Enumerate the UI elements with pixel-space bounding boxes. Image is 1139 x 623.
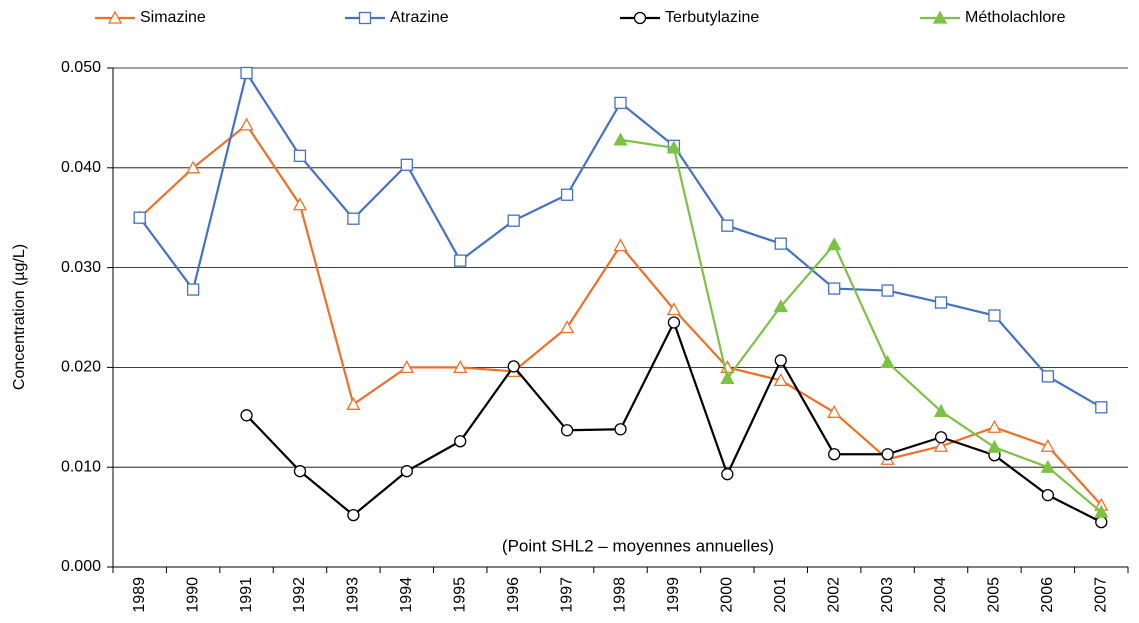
data-point [934,296,948,309]
data-point [347,212,360,225]
data-point [1041,488,1055,502]
data-point [292,197,308,211]
y-axis-label: Concentration (µg/L) [11,244,28,390]
x-tick-label: 1994 [398,577,415,613]
x-tick-label: 2007 [1093,577,1110,613]
y-tick-label: 0.050 [61,59,101,76]
data-point [613,238,628,252]
legend-marker [633,11,647,25]
x-tick-label: 1995 [451,577,468,613]
data-point [507,214,520,227]
data-point [721,219,734,232]
x-tick-label: 2006 [1039,577,1056,613]
data-point [1040,459,1055,473]
annotation: (Point SHL2 – moyennes annuelles) [502,536,774,555]
x-tick-label: 1989 [131,577,148,613]
data-point [347,508,360,522]
x-tick-label: 1998 [612,577,629,613]
data-point [721,468,734,481]
data-point [828,282,841,295]
data-point [987,439,1002,453]
data-point [666,302,682,316]
x-tick-label: 1997 [558,577,575,613]
y-tick-label: 0.040 [61,159,101,176]
data-point [828,448,841,461]
data-point [667,316,681,329]
legend-label: Atrazine [390,9,449,26]
x-tick-label: 1990 [184,577,201,613]
data-point [613,132,628,146]
x-tick-label: 2004 [932,577,949,613]
legend-label: Simazine [140,9,206,26]
y-tick-label: 0.010 [61,458,101,475]
data-point [933,438,949,452]
legend-marker [358,11,372,25]
data-point [400,465,413,478]
data-point [240,66,253,80]
data-point [293,465,307,478]
y-tick-label: 0.030 [61,259,101,276]
data-point [453,360,468,374]
x-tick-label: 1993 [345,577,362,613]
data-point [827,404,842,418]
data-point [133,211,146,224]
data-point [988,309,1001,322]
x-tick-label: 2000 [719,577,736,613]
y-tick-label: 0.020 [61,359,101,376]
data-point [774,354,787,367]
x-tick-label: 2003 [879,577,896,613]
data-point [773,373,788,387]
data-point [454,254,467,267]
data-point [934,431,948,444]
data-point [186,283,200,296]
data-point [1040,438,1055,452]
legend-marker [107,10,123,24]
data-point [399,360,414,374]
data-point [186,160,201,174]
data-point [1095,401,1108,414]
data-point [1095,515,1108,529]
data-point [720,371,735,385]
x-tick-label: 1992 [291,577,308,613]
data-point [400,158,413,171]
data-point [827,237,842,251]
data-point [560,424,574,437]
data-point [346,396,361,410]
data-point [560,188,574,201]
data-point [239,117,254,131]
x-tick-label: 1991 [238,577,255,613]
data-point [774,237,787,250]
legend-marker [932,10,948,24]
data-point [881,448,894,461]
x-tick-label: 1999 [665,577,682,613]
data-point [1041,370,1055,383]
data-point [666,140,682,154]
data-point [1094,504,1109,518]
legend-label: Métholachlore [965,9,1066,26]
data-point [881,284,894,297]
data-point [559,320,575,334]
series-line [138,123,1103,506]
data-point [987,419,1002,433]
legend-label: Terbutylazine [665,9,759,26]
data-point [773,299,788,313]
series-line [620,138,1102,513]
series-line [245,319,1102,524]
x-tick-label: 2005 [986,577,1003,613]
data-point [614,423,627,436]
data-point [880,355,895,369]
x-tick-label: 2002 [825,577,842,613]
data-point [614,96,627,110]
data-point [454,435,467,448]
data-point [240,409,253,422]
data-point [507,360,520,373]
x-tick-label: 2001 [772,577,789,613]
x-tick-label: 1996 [505,577,522,613]
data-point [293,149,307,162]
data-point [933,403,949,417]
y-tick-label: 0.000 [61,558,101,575]
